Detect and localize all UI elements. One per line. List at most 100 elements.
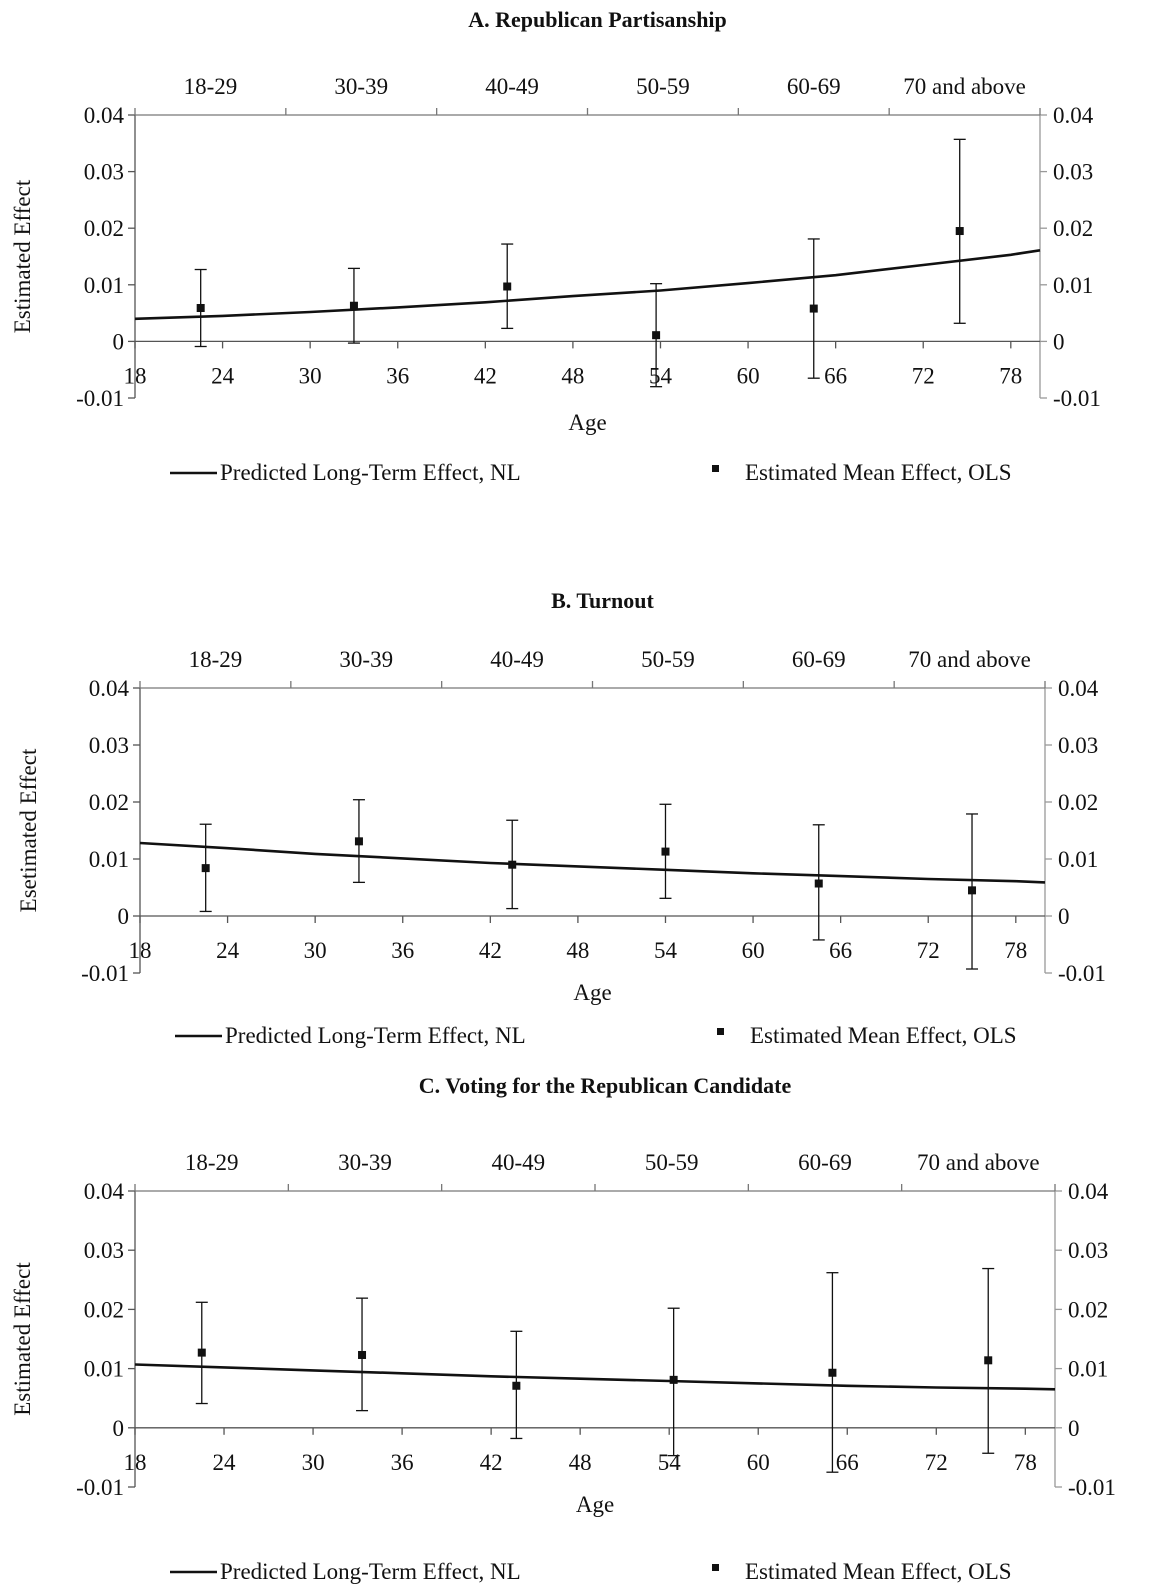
ols-point bbox=[968, 886, 977, 895]
ols-point bbox=[197, 1348, 206, 1357]
y-tick-label-right: 0.03 bbox=[1053, 160, 1093, 185]
x-tick-label: 42 bbox=[474, 363, 497, 388]
y-tick-label-right: 0.01 bbox=[1058, 847, 1098, 872]
x-tick-label: 36 bbox=[386, 363, 409, 388]
x-tick-label: 54 bbox=[658, 1450, 682, 1475]
top-category-label: 30-39 bbox=[339, 647, 393, 672]
y-axis-label: Estimated Effect bbox=[10, 1262, 35, 1416]
y-tick-label-left: 0.02 bbox=[84, 1297, 124, 1322]
y-tick-label-right: 0 bbox=[1053, 329, 1065, 354]
y-tick-label-right: -0.01 bbox=[1058, 961, 1106, 986]
ols-point bbox=[828, 1368, 837, 1377]
ols-point bbox=[809, 304, 818, 313]
y-tick-label-left: 0.04 bbox=[84, 1179, 125, 1204]
x-tick-label: 18 bbox=[124, 1450, 147, 1475]
y-tick-label-right: 0.03 bbox=[1068, 1238, 1108, 1263]
x-tick-label: 66 bbox=[824, 363, 847, 388]
legend-label-line: Predicted Long-Term Effect, NL bbox=[220, 460, 521, 485]
ols-point-group bbox=[510, 1330, 523, 1440]
ols-point-group bbox=[352, 799, 365, 884]
y-tick-label-left: -0.01 bbox=[81, 961, 129, 986]
top-category-label: 60-69 bbox=[798, 1150, 852, 1175]
y-tick-label-left: 0 bbox=[113, 1416, 125, 1441]
ols-point bbox=[201, 864, 210, 873]
top-category-label: 60-69 bbox=[787, 74, 841, 99]
y-tick-label-right: 0.01 bbox=[1068, 1357, 1108, 1382]
ols-point bbox=[669, 1375, 678, 1384]
ols-point bbox=[512, 1381, 521, 1390]
top-category-label: 50-59 bbox=[641, 647, 695, 672]
y-tick-label-left: 0.03 bbox=[84, 160, 124, 185]
y-tick-label-right: 0.02 bbox=[1053, 216, 1093, 241]
chart-title: B. Turnout bbox=[551, 588, 654, 613]
ols-point-group bbox=[194, 268, 207, 348]
legend-point-swatch bbox=[712, 1564, 719, 1571]
x-tick-label: 18 bbox=[129, 938, 152, 963]
legend: Predicted Long-Term Effect, NL Estimated … bbox=[175, 1023, 1017, 1048]
chart-title: C. Voting for the Republican Candidate bbox=[419, 1073, 792, 1098]
ols-point bbox=[196, 304, 205, 313]
legend-label-line: Predicted Long-Term Effect, NL bbox=[220, 1559, 521, 1584]
ols-point-group bbox=[199, 823, 212, 913]
top-category-label: 18-29 bbox=[184, 74, 238, 99]
ols-point-group bbox=[826, 1272, 839, 1473]
y-tick-label-left: 0.01 bbox=[84, 1357, 124, 1382]
legend-label-points: Estimated Mean Effect, OLS bbox=[745, 460, 1012, 485]
chart-panel-2: B. Turnout -0.01 -0.01 0 0 0.01 0.01 0.02 0.02 0.… bbox=[16, 588, 1106, 1048]
y-tick-label-right: 0.04 bbox=[1058, 676, 1099, 701]
chart-title: A. Republican Partisanship bbox=[468, 7, 727, 32]
y-tick-label-right: 0.04 bbox=[1053, 103, 1094, 128]
ols-point bbox=[984, 1356, 993, 1365]
x-tick-label: 42 bbox=[479, 938, 502, 963]
y-tick-label-right: 0.02 bbox=[1068, 1297, 1108, 1322]
y-tick-label-right: 0 bbox=[1058, 904, 1070, 929]
ols-point bbox=[358, 1350, 367, 1359]
legend: Predicted Long-Term Effect, NL Estimated … bbox=[170, 1559, 1012, 1584]
top-category-label: 60-69 bbox=[792, 647, 846, 672]
y-tick-label-right: 0 bbox=[1068, 1416, 1080, 1441]
legend-label-points: Estimated Mean Effect, OLS bbox=[750, 1023, 1017, 1048]
ols-point-group bbox=[807, 238, 820, 379]
ols-point-group bbox=[966, 813, 979, 970]
top-category-label: 18-29 bbox=[185, 1150, 239, 1175]
ols-point-group bbox=[812, 824, 825, 941]
y-tick-label-left: -0.01 bbox=[76, 386, 124, 411]
y-tick-label-left: 0.04 bbox=[84, 103, 125, 128]
x-tick-label: 72 bbox=[925, 1450, 948, 1475]
top-category-label: 70 and above bbox=[908, 647, 1031, 672]
x-tick-label: 48 bbox=[569, 1450, 592, 1475]
x-tick-label: 30 bbox=[302, 1450, 325, 1475]
y-tick-label-left: 0.03 bbox=[89, 733, 129, 758]
ols-point bbox=[354, 837, 363, 846]
x-axis-label: Age bbox=[568, 410, 606, 435]
x-axis-label: Age bbox=[576, 1492, 614, 1517]
x-tick-label: 66 bbox=[829, 938, 852, 963]
y-tick-label-left: 0.02 bbox=[89, 790, 129, 815]
y-tick-label-left: 0.01 bbox=[84, 273, 124, 298]
x-tick-label: 24 bbox=[216, 938, 240, 963]
ols-point bbox=[349, 301, 358, 310]
x-tick-label: 36 bbox=[391, 938, 414, 963]
top-category-label: 50-59 bbox=[636, 74, 690, 99]
y-tick-label-left: 0.01 bbox=[89, 847, 129, 872]
ols-point bbox=[955, 227, 964, 236]
y-tick-label-right: 0.02 bbox=[1058, 790, 1098, 815]
top-category-label: 50-59 bbox=[645, 1150, 699, 1175]
legend: Predicted Long-Term Effect, NL Estimated … bbox=[170, 460, 1012, 485]
y-tick-label-left: 0.04 bbox=[89, 676, 130, 701]
x-tick-label: 42 bbox=[480, 1450, 503, 1475]
chart-panel-1: A. Republican Partisanship -0.01 -0.01 0 0 0.… bbox=[10, 7, 1101, 485]
ols-point-group bbox=[982, 1267, 995, 1454]
ols-point-group bbox=[659, 803, 672, 899]
x-axis-label: Age bbox=[573, 980, 611, 1005]
x-tick-label: 36 bbox=[391, 1450, 414, 1475]
x-tick-label: 30 bbox=[299, 363, 322, 388]
y-tick-label-left: 0 bbox=[118, 904, 130, 929]
y-tick-label-right: -0.01 bbox=[1053, 386, 1101, 411]
x-tick-label: 30 bbox=[304, 938, 327, 963]
top-category-label: 40-49 bbox=[491, 1150, 545, 1175]
x-tick-label: 60 bbox=[747, 1450, 770, 1475]
ols-point-group bbox=[347, 267, 360, 344]
x-tick-label: 78 bbox=[1004, 938, 1027, 963]
x-tick-label: 24 bbox=[213, 1450, 237, 1475]
